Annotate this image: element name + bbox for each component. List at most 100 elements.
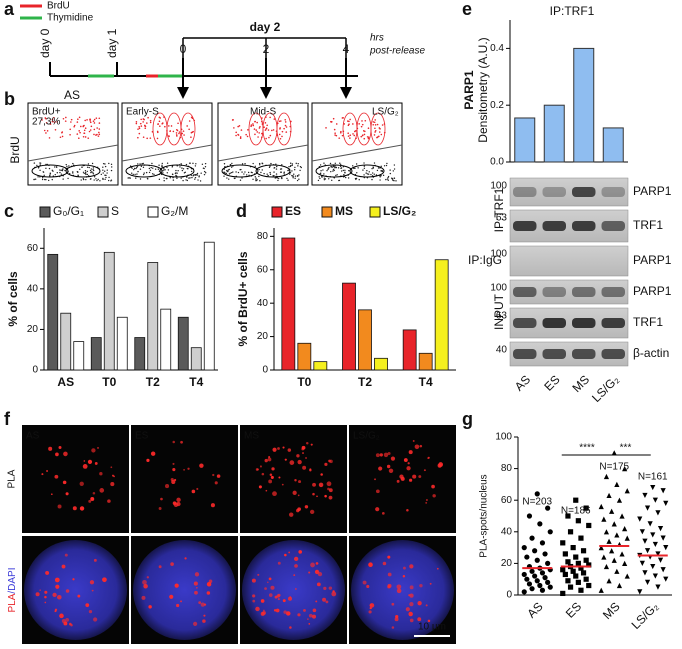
cell-dot: [182, 179, 184, 182]
brdu-dot: [137, 136, 139, 139]
cell-dot: [84, 172, 87, 174]
pla-spot: [203, 614, 206, 617]
pla-spot: [368, 610, 372, 614]
cell-dot: [52, 170, 54, 172]
pla-spot: [268, 456, 271, 459]
pla-spot: [405, 607, 410, 612]
pla-spot: [270, 585, 275, 590]
cell-dot: [68, 165, 70, 167]
cell-dot: [96, 179, 98, 182]
brdu-dot: [98, 128, 101, 130]
cell-dot: [342, 169, 345, 172]
pla-spot: [423, 469, 426, 472]
point: [575, 579, 581, 585]
unit-label: hrs: [370, 33, 384, 44]
bar: [47, 253, 59, 371]
pla-spot: [272, 491, 277, 497]
pla-spot: [92, 492, 96, 495]
brdu-dot: [96, 127, 98, 129]
cell-dot: [338, 179, 340, 182]
point: [578, 535, 584, 541]
cell-dot: [88, 166, 90, 169]
brdu-dot: [139, 122, 142, 125]
cell-dot: [365, 172, 367, 174]
pla-spot: [292, 490, 297, 495]
legend-swatch: [147, 206, 159, 218]
panel-label: e: [462, 0, 472, 19]
cell-dot: [181, 169, 184, 172]
point: [573, 573, 579, 579]
cell-dot: [67, 177, 69, 180]
brdu-dot: [83, 132, 85, 134]
brdu-dot: [250, 124, 253, 126]
bar: [297, 342, 312, 371]
cell-dot: [133, 167, 136, 170]
cell-dot: [366, 173, 369, 175]
cell-dot: [102, 169, 104, 171]
brdu-dot: [258, 127, 261, 129]
point: [583, 505, 589, 511]
brdu-dot: [363, 137, 366, 140]
pla-spot: [412, 440, 415, 442]
brdu-dot: [89, 118, 92, 121]
point: [660, 488, 666, 494]
point: [547, 529, 553, 535]
cell-dot: [258, 175, 260, 178]
condition-label: LS/G₂: [353, 431, 380, 442]
band-label: TRF1: [633, 218, 663, 232]
pla-spot: [63, 451, 68, 457]
x-tick-label: LS/G₂: [629, 599, 662, 632]
cell-dot: [259, 164, 261, 166]
pla-spot: [406, 466, 411, 471]
brdu-dot: [51, 120, 54, 123]
brdu-dot: [98, 117, 101, 120]
cell-dot: [343, 174, 345, 176]
cell-dot: [395, 180, 397, 182]
flow-plot: [311, 102, 403, 186]
pla-spot: [148, 605, 152, 609]
pla-spot: [298, 480, 302, 484]
brdu-dot: [281, 130, 284, 133]
band-label: PARP1: [633, 184, 672, 198]
pla-spot: [88, 610, 93, 614]
brdu-dot: [135, 122, 138, 125]
cell-dot: [230, 166, 233, 168]
blot-band: [513, 221, 537, 231]
brdu-dot: [76, 133, 79, 135]
legend-label: G₀/G₁: [53, 204, 84, 218]
pla-spot: [82, 464, 88, 469]
cell-dot: [322, 169, 324, 171]
brdu-dot: [53, 116, 55, 119]
pla-spot: [312, 608, 317, 613]
cell-dot: [150, 166, 152, 169]
bar: [342, 282, 356, 371]
point: [524, 554, 530, 560]
cell-dot: [199, 180, 202, 182]
cell-dot: [48, 167, 51, 170]
blot-group: INPUT: [492, 293, 506, 330]
lane-label: AS: [512, 372, 533, 393]
pla-spot: [212, 473, 215, 477]
brdu-dot: [73, 125, 75, 128]
brdu-dot: [87, 137, 90, 139]
pla-spot: [48, 446, 53, 451]
brdu-dot: [146, 137, 148, 140]
pla-spot: [283, 610, 287, 614]
brdu-dot: [372, 123, 375, 126]
pla-spot: [170, 478, 174, 482]
cell-dot: [345, 176, 347, 179]
cell-dot: [226, 177, 228, 179]
bar: [103, 251, 115, 371]
pla-spot: [388, 468, 394, 474]
point: [657, 526, 664, 532]
point: [639, 560, 645, 566]
pla-spot: [183, 469, 185, 471]
pla-spot: [59, 613, 64, 619]
cell-dot: [354, 177, 357, 180]
cell-dot: [54, 166, 56, 168]
cluster: [349, 164, 385, 178]
pla-spot: [55, 584, 60, 589]
cell-dot: [180, 163, 182, 165]
pla-spot: [396, 588, 402, 594]
brdu-dot: [149, 137, 152, 139]
